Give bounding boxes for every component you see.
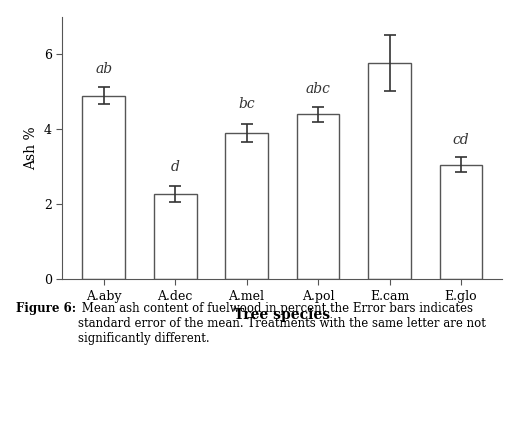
Text: ab: ab	[95, 62, 112, 76]
Bar	[440, 165, 482, 279]
Text: abc: abc	[306, 82, 330, 96]
X-axis label: Tree species: Tree species	[234, 308, 330, 322]
Text: a: a	[385, 0, 394, 1]
Bar	[368, 63, 411, 279]
Bar	[154, 194, 196, 279]
Bar	[82, 96, 125, 279]
Text: bc: bc	[238, 96, 255, 110]
Bar	[225, 133, 268, 279]
Text: d: d	[170, 160, 180, 174]
Text: Mean ash content of fuelwood in percent the Error bars indicates standard error : Mean ash content of fuelwood in percent …	[78, 302, 485, 346]
Text: cd: cd	[453, 133, 469, 147]
Y-axis label: Ash %: Ash %	[24, 126, 38, 170]
Text: Figure 6:: Figure 6:	[16, 302, 76, 316]
Bar	[297, 114, 339, 279]
